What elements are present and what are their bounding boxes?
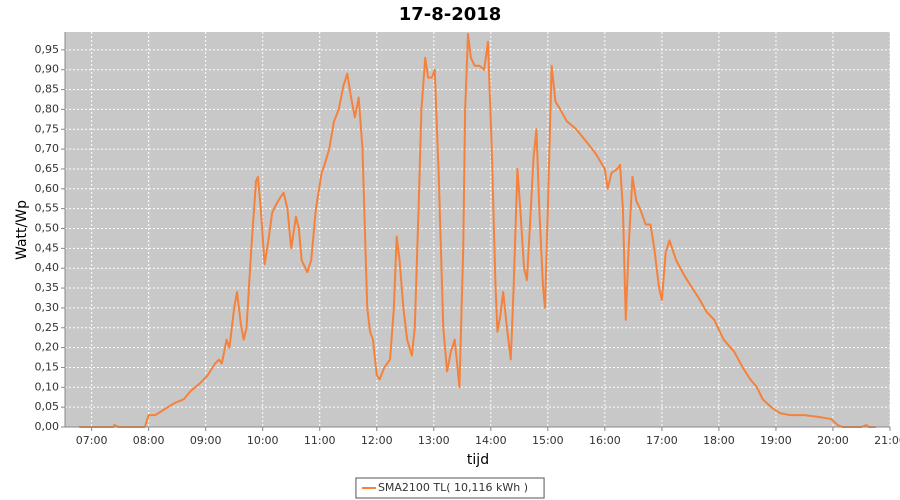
y-axis-title: Watt/Wp [14, 200, 30, 260]
x-tick-label: 17:00 [646, 434, 678, 447]
y-tick-label: 0,60 [35, 182, 60, 195]
y-tick-label: 0,20 [35, 341, 60, 354]
y-tick-label: 0,10 [35, 380, 60, 393]
y-tick-label: 0,70 [35, 142, 60, 155]
legend: SMA2100 TL( 10,116 kWh ) [355, 477, 545, 499]
plot-area [65, 32, 890, 427]
x-tick-label: 19:00 [760, 434, 792, 447]
y-tick-label: 0,85 [35, 83, 60, 96]
y-tick-label: 0,30 [35, 301, 60, 314]
x-tick-label: 12:00 [361, 434, 393, 447]
legend-box [355, 477, 545, 499]
x-tick-label: 16:00 [589, 434, 621, 447]
y-tick-label: 0,80 [35, 102, 60, 115]
y-tick-label: 0,35 [35, 281, 60, 294]
y-tick-label: 0,95 [35, 43, 60, 56]
marks [79, 32, 876, 428]
x-tick-label: 20:00 [817, 434, 849, 447]
y-tick-label: 0,75 [35, 122, 60, 135]
y-tick-label: 0,90 [35, 63, 60, 76]
y-tick-label: 0,65 [35, 162, 60, 175]
x-tick-label: 10:00 [247, 434, 279, 447]
x-tick-label: 14:00 [475, 434, 507, 447]
y-tick-label: 0,05 [35, 400, 60, 413]
chart-title: 17-8-2018 [399, 4, 502, 25]
x-tick-label: 15:00 [532, 434, 564, 447]
x-tick-label: 08:00 [133, 434, 165, 447]
y-tick-label: 0,50 [35, 222, 60, 235]
x-tick-label: 13:00 [418, 434, 450, 447]
y-tick-label: 0,45 [35, 241, 60, 254]
x-tick-label: 11:00 [304, 434, 336, 447]
y-tick-label: 0,00 [35, 420, 60, 433]
y-tick-label: 0,25 [35, 321, 60, 334]
y-tick-label: 0,15 [35, 360, 60, 373]
x-tick-label: 07:00 [76, 434, 108, 447]
x-tick-label: 09:00 [190, 434, 222, 447]
x-axis-title: tijd [467, 452, 489, 468]
y-tick-label: 0,40 [35, 261, 60, 274]
x-tick-label: 21:00 [874, 434, 900, 447]
y-tick-label: 0,55 [35, 202, 60, 215]
line-series [79, 32, 876, 428]
x-tick-label: 18:00 [703, 434, 735, 447]
legend-label: SMA2100 TL( 10,116 kWh ) [378, 481, 528, 494]
